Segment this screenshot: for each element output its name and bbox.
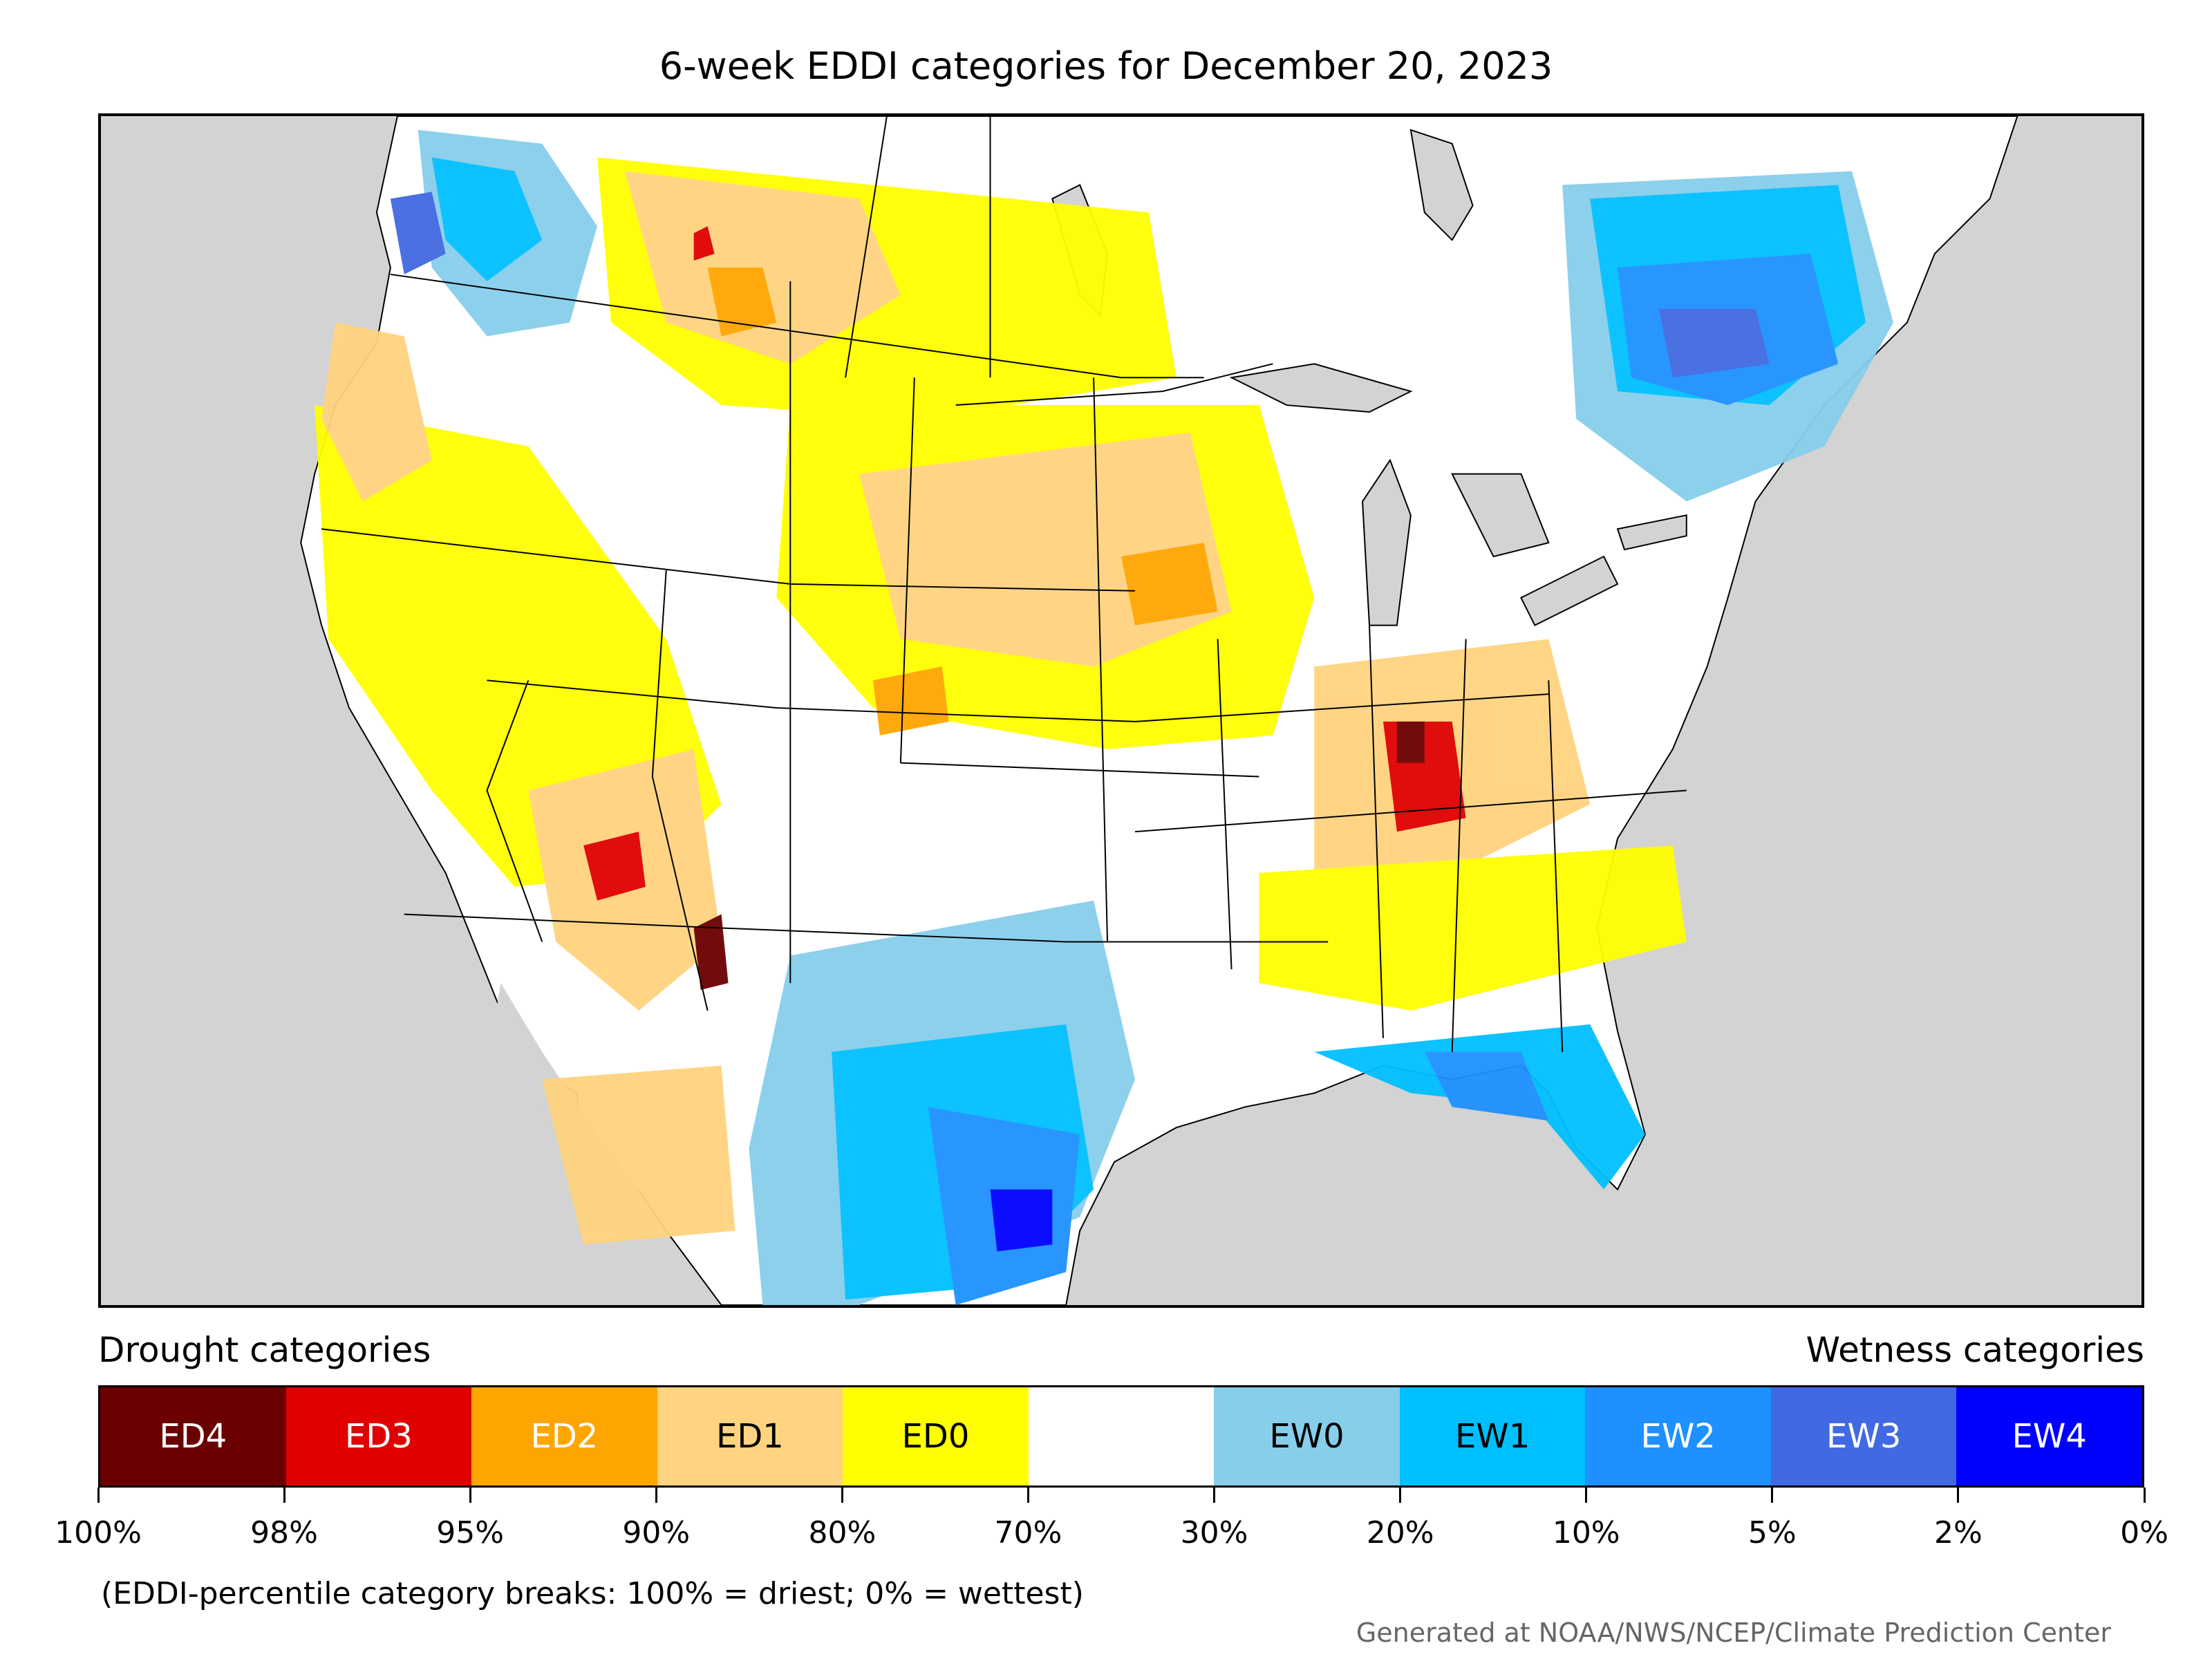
- legend-tick: [1771, 1488, 1774, 1503]
- legend-tick: [283, 1488, 285, 1503]
- legend-tick: [2143, 1488, 2146, 1503]
- map-title: 6-week EDDI categories for December 20, …: [659, 44, 1553, 88]
- legend-tick: [1399, 1488, 1402, 1503]
- legend-segment-ew2: EW2: [1585, 1387, 1771, 1485]
- eddi-map: [300, 116, 2018, 1305]
- legend-tick-label: 90%: [622, 1515, 691, 1550]
- category-breaks-note: (EDDI-percentile category breaks: 100% =…: [101, 1576, 1084, 1611]
- legend-tick: [97, 1488, 100, 1503]
- category-patches: [315, 129, 1893, 1305]
- legend-tick-label: 5%: [1747, 1515, 1797, 1550]
- legend-tick: [1027, 1488, 1029, 1503]
- legend-segment-ed0: ED0: [843, 1387, 1029, 1485]
- legend-tick: [469, 1488, 471, 1503]
- legend-tick-label: 10%: [1552, 1515, 1620, 1550]
- legend-tick: [841, 1488, 843, 1503]
- legend-tick: [1957, 1488, 1960, 1503]
- legend-tick-label: 30%: [1180, 1515, 1248, 1550]
- legend-tick: [655, 1488, 657, 1503]
- legend-tick-label: 80%: [808, 1515, 877, 1550]
- legend-segment-ed2: ED2: [471, 1387, 657, 1485]
- legend-tick: [1585, 1488, 1588, 1503]
- drought-categories-heading: Drought categories: [98, 1330, 431, 1370]
- legend-segment-ed1: ED1: [657, 1387, 843, 1485]
- legend-segment-ed3: ED3: [285, 1387, 472, 1485]
- legend-colorbar: ED4 ED3 ED2 ED1 ED0 EW0 EW1 EW2 EW3 EW4: [98, 1385, 2144, 1488]
- legend-tick-label: 98%: [250, 1515, 318, 1550]
- legend-tick-label: 20%: [1366, 1515, 1434, 1550]
- legend-tick: [1213, 1488, 1216, 1503]
- legend-segment-ew0: EW0: [1214, 1387, 1400, 1485]
- legend-tick-label: 95%: [436, 1515, 505, 1550]
- wetness-categories-heading: Wetness categories: [1806, 1330, 2144, 1370]
- legend-tick-label: 100%: [55, 1515, 142, 1550]
- legend-segment-neutral: [1028, 1387, 1215, 1485]
- legend-segment-ew1: EW1: [1399, 1387, 1586, 1485]
- legend-tick-label: 70%: [994, 1515, 1062, 1550]
- legend-segment-ew4: EW4: [1956, 1387, 2143, 1485]
- credit-line: Generated at NOAA/NWS/NCEP/Climate Predi…: [1356, 1618, 2111, 1648]
- legend-tick-label: 0%: [2120, 1515, 2168, 1550]
- state-boundaries: [321, 116, 1687, 1052]
- map-panel: [98, 113, 2144, 1308]
- legend-segment-ed4: ED4: [100, 1387, 286, 1485]
- legend-segment-ew3: EW3: [1770, 1387, 1957, 1485]
- legend-tick-label: 2%: [1934, 1515, 1983, 1550]
